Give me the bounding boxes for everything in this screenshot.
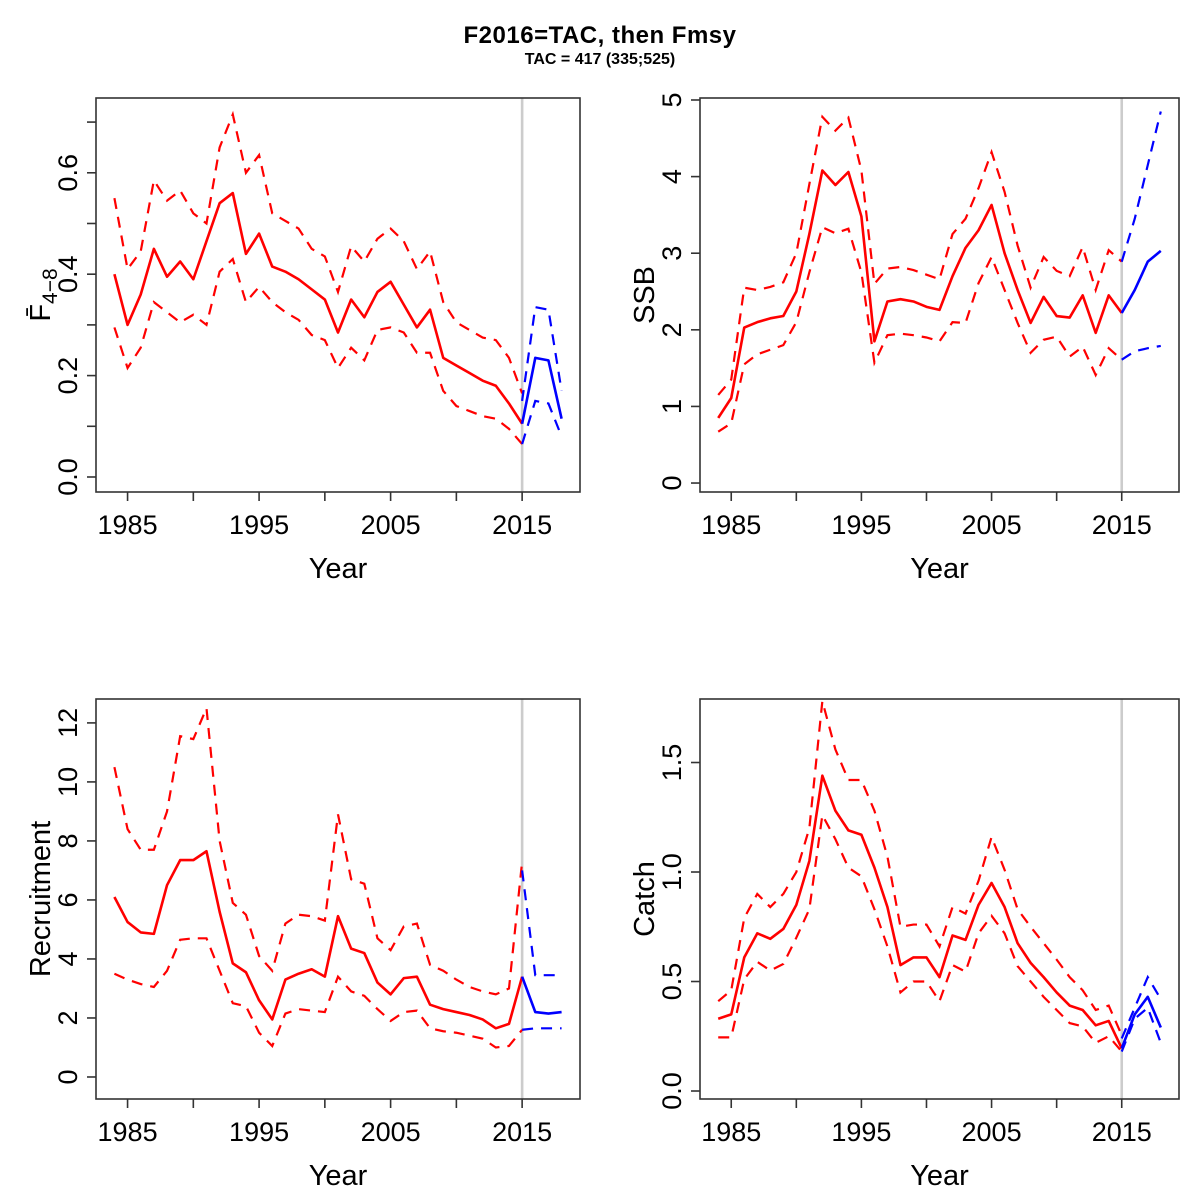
plot-box	[95, 698, 581, 1100]
x-tick-label: 2005	[962, 1117, 1022, 1147]
x-axis-title: Year	[910, 1160, 969, 1192]
recruitment-historical-median-line	[113, 849, 524, 1030]
y-tick-label: 3	[657, 246, 687, 261]
y-tick-label: 1.5	[657, 744, 687, 782]
x-tick-label: 2005	[361, 510, 421, 540]
plot-box	[95, 97, 581, 493]
fbar-historical-upper-ci-line	[113, 110, 524, 394]
figure-subtitle: TAC = 417 (335;525)	[524, 51, 676, 68]
x-tick-label: 2015	[1092, 510, 1152, 540]
recruitment-historical-upper-ci-line	[113, 707, 524, 996]
recruitment-historical-lower-ci-line	[113, 937, 523, 1049]
y-tick-label: 0	[657, 476, 687, 491]
recruitment-forecast-lower-ci-line	[522, 1027, 562, 1031]
catch-forecast-lower-ci-line	[1120, 1005, 1162, 1052]
y-tick-label: 0.5	[657, 963, 687, 1001]
ssb-historical-median-line	[717, 169, 1123, 419]
catch-forecast-median-line	[1120, 995, 1162, 1049]
fbar-historical-lower-ci-line	[113, 256, 523, 445]
x-tick-label: 1995	[831, 510, 891, 540]
y-tick-label: 1	[657, 399, 687, 414]
ssb-forecast-lower-ci-line	[1121, 344, 1161, 361]
x-axis-title: Year	[910, 553, 969, 585]
y-tick-label: 0.0	[657, 1072, 687, 1110]
y-tick-label: 10	[53, 767, 83, 797]
y-tick-label: 0.2	[53, 357, 83, 395]
x-tick-label: 1985	[98, 510, 158, 540]
x-tick-label: 2015	[1092, 1117, 1152, 1147]
x-tick-label: 1985	[701, 510, 761, 540]
catch-historical-upper-ci-line	[717, 700, 1123, 1036]
x-tick-label: 2015	[492, 510, 552, 540]
y-tick-label: 0.4	[53, 255, 83, 293]
fbar-forecast-median-line	[520, 356, 563, 425]
ssb-historical-lower-ci-line	[717, 225, 1123, 433]
catch-forecast-upper-ci-line	[1120, 974, 1162, 1039]
ssb-forecast-median-line	[1120, 249, 1162, 314]
ssb-historical-upper-ci-line	[717, 114, 1123, 396]
y-tick-label: 0.0	[53, 458, 83, 496]
plot-box	[699, 97, 1180, 493]
panel-ssb: 1985 1995 2005 2015 0 1 2 3 4 5 Year SSB	[629, 92, 1180, 585]
fbar-historical-median-line	[113, 191, 524, 425]
y-tick-label: 2	[53, 1010, 83, 1025]
y-tick-label: 2	[657, 322, 687, 337]
recruitment-forecast-median-line	[520, 976, 562, 1015]
panel-catch: 1985 1995 2005 2015 0.0 0.5 1.0 1.5 Year Catch	[629, 698, 1180, 1192]
catch-historical-median-line	[717, 774, 1123, 1049]
x-tick-label: 1995	[229, 1117, 289, 1147]
y-axis-title: Recruitment	[25, 821, 57, 977]
plot-box	[699, 698, 1180, 1100]
x-tick-label: 1985	[98, 1117, 158, 1147]
y-axis-title: F̄4−8	[25, 268, 62, 321]
y-tick-label: 4	[53, 951, 83, 966]
catch-historical-lower-ci-line	[718, 811, 1123, 1053]
y-tick-label: 6	[53, 892, 83, 907]
x-tick-label: 2005	[361, 1117, 421, 1147]
figure-title: F2016=TAC, then Fmsy	[463, 22, 737, 49]
x-tick-label: 1995	[229, 510, 289, 540]
panel-recruitment: 1985 1995 2005 2015 0 2 4 6 8 10 12 Year Recruitment	[25, 698, 581, 1192]
y-axis-title: SSB	[629, 266, 661, 324]
y-tick-label: 12	[53, 708, 83, 738]
y-tick-label: 0	[53, 1069, 83, 1084]
x-tick-label: 1985	[701, 1117, 761, 1147]
fbar-forecast-upper-ci-line	[521, 305, 563, 402]
fbar-forecast-lower-ci-line	[521, 399, 563, 445]
x-axis-title: Year	[309, 553, 368, 585]
x-tick-label: 2005	[962, 510, 1022, 540]
x-tick-label: 2015	[492, 1117, 552, 1147]
x-tick-label: 1995	[831, 1117, 891, 1147]
recruitment-forecast-upper-ci-line	[521, 870, 562, 977]
panel-fbar: 1985 1995 2005 2015 0.0 0.2 0.4 0.6 Year F̄4−8	[25, 97, 581, 585]
y-tick-label: 8	[53, 833, 83, 848]
x-axis-title: Year	[309, 1160, 368, 1192]
y-tick-label: 4	[657, 169, 687, 184]
ssb-forecast-upper-ci-line	[1120, 111, 1162, 262]
y-tick-label: 1.0	[657, 853, 687, 891]
y-tick-label: 0.6	[53, 154, 83, 192]
y-axis-title: Catch	[629, 861, 661, 937]
y-tick-label: 5	[657, 92, 687, 107]
